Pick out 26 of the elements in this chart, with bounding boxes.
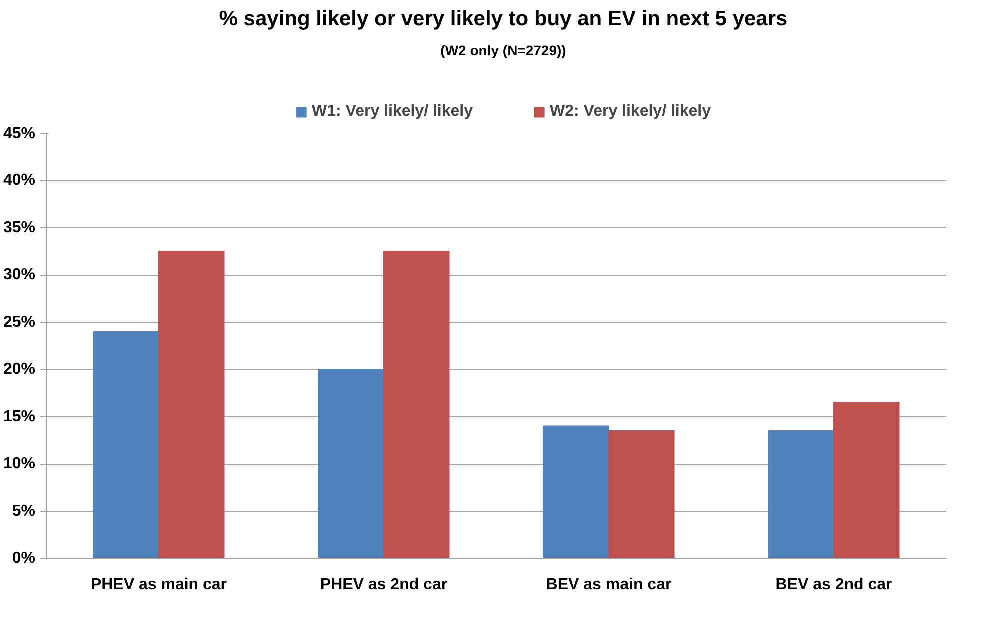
y-tick-label: 5% <box>12 502 36 520</box>
y-tick-label: 15% <box>3 408 36 426</box>
y-tick-label: 40% <box>3 172 36 190</box>
y-tick-label: 30% <box>3 266 36 284</box>
bar <box>608 430 675 558</box>
y-tick-label: 20% <box>3 361 36 378</box>
y-tick-label: 0% <box>12 550 36 567</box>
bar <box>158 251 225 558</box>
legend-label: W1: Very likely/ likely <box>312 103 473 121</box>
x-tick-label: PHEV as 2nd car <box>320 576 448 594</box>
bar <box>834 402 900 558</box>
legend-label: W2: Very likely/ likely <box>550 103 711 121</box>
chart-subtitle: (W2 only (N=2729)) <box>440 42 566 58</box>
bar <box>384 251 450 558</box>
bar <box>93 331 160 558</box>
x-tick-label: BEV as main car <box>546 576 672 594</box>
bar <box>318 369 384 558</box>
y-tick-label: 35% <box>3 219 36 236</box>
x-tick-label: BEV as 2nd car <box>776 576 892 594</box>
x-tick-label: PHEV as main car <box>90 576 228 594</box>
y-tick-label: 25% <box>3 314 36 331</box>
y-tick-label: 10% <box>3 456 36 473</box>
bar <box>768 430 834 558</box>
y-tick-label: 45% <box>3 126 36 142</box>
chart-title: % saying likely or very likely to buy an EV in next 5 years <box>219 8 788 30</box>
bar <box>543 426 610 558</box>
